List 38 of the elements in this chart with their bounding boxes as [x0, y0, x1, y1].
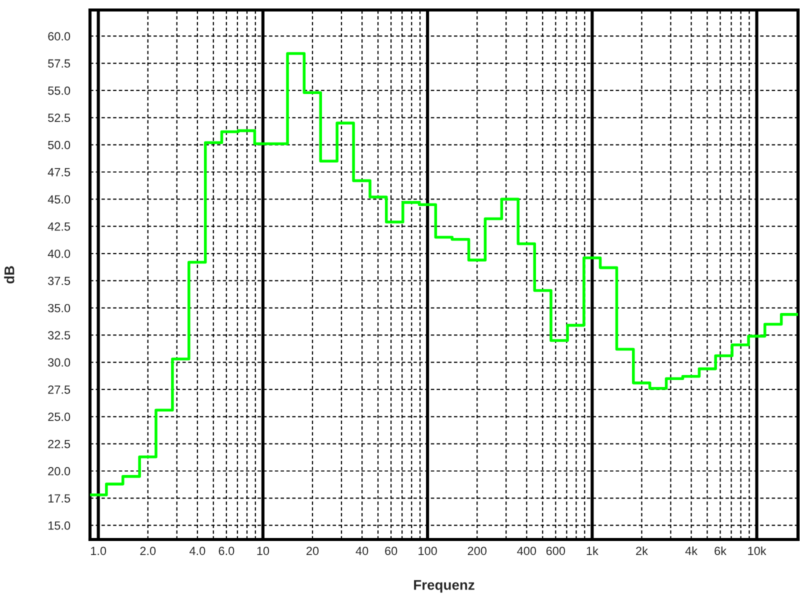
x-tick-label: 6k	[714, 546, 727, 556]
x-tick-label: 40	[356, 546, 368, 556]
y-tick-label: 17.5	[48, 494, 70, 503]
y-tick-label: 30.0	[48, 358, 70, 367]
x-tick-label: 20	[306, 546, 319, 556]
y-tick-label: 20.0	[48, 467, 70, 476]
x-tick-label: 60	[385, 546, 398, 556]
x-tick-label: 200	[468, 546, 486, 556]
y-tick-label: 50.0	[48, 140, 70, 150]
y-tick-label: 32.5	[48, 331, 70, 340]
x-tick-label: 4.0	[190, 546, 206, 556]
x-axis-title: Frequenz	[414, 580, 474, 593]
x-tick-label: 400	[517, 546, 536, 556]
y-tick-label: 57.5	[48, 59, 70, 68]
y-tick-label: 27.5	[48, 385, 70, 394]
y-tick-label: 45.0	[48, 195, 70, 204]
y-tick-label: 52.5	[48, 114, 70, 122]
y-tick-label: 60.0	[48, 32, 70, 40]
x-tick-label: 100	[418, 546, 437, 556]
y-tick-label: 42.5	[48, 222, 70, 231]
x-tick-label: 10	[257, 546, 270, 556]
x-tick-label: 1k	[586, 546, 598, 555]
y-tick-label: 37.5	[48, 276, 70, 286]
y-tick-label: 55.0	[48, 86, 70, 95]
y-tick-label: 22.5	[48, 440, 70, 448]
x-tick-label: 2k	[636, 546, 648, 555]
y-tick-label: 15.0	[48, 521, 70, 530]
y-tick-label: 35.0	[48, 304, 70, 312]
x-tick-label: 2.0	[140, 546, 156, 556]
y-tick-label: 25.0	[48, 412, 70, 422]
y-tick-label: 40.0	[48, 250, 70, 258]
x-tick-label: 1.0	[91, 546, 106, 556]
x-tick-label: 600	[546, 546, 566, 556]
y-tick-label: 47.5	[48, 168, 70, 176]
x-tick-label: 4k	[685, 546, 698, 555]
y-axis-title: dB	[4, 266, 14, 284]
x-tick-label: 6.0	[218, 546, 234, 556]
x-tick-label: 10k	[748, 546, 766, 556]
